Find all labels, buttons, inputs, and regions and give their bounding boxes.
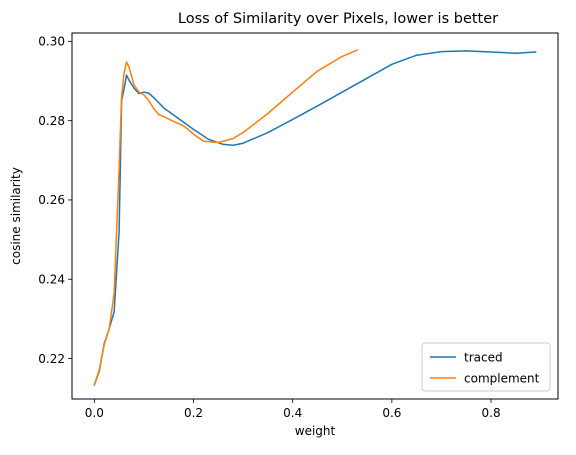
- y-axis: 0.22 0.24 0.26 0.28 0.30: [38, 35, 72, 366]
- y-tick-label: 0.22: [38, 352, 65, 366]
- x-tick-label: 0.6: [382, 406, 401, 420]
- legend-box: [421, 342, 551, 392]
- y-tick-label: 0.28: [38, 114, 65, 128]
- x-axis: 0.0 0.2 0.4 0.6 0.8: [85, 399, 501, 420]
- legend: traced complement: [421, 342, 551, 392]
- series-line-complement: [93, 49, 358, 386]
- x-tick-label: 0.2: [184, 406, 203, 420]
- plot-area-frame: [71, 32, 559, 400]
- x-tick-label: 0.8: [482, 406, 501, 420]
- x-tick-label: 0.0: [85, 406, 104, 420]
- y-tick-label: 0.26: [38, 193, 65, 207]
- y-tick-label: 0.30: [38, 35, 65, 49]
- legend-label-traced: traced: [464, 350, 503, 364]
- plot-lines: [93, 49, 537, 386]
- x-axis-label: weight: [295, 424, 336, 438]
- legend-label-complement: complement: [464, 371, 540, 385]
- chart-title: Loss of Similarity over Pixels, lower is…: [178, 11, 498, 27]
- y-tick-label: 0.24: [38, 273, 65, 287]
- y-axis-label: cosine similarity: [9, 167, 23, 265]
- x-tick-label: 0.4: [283, 406, 302, 420]
